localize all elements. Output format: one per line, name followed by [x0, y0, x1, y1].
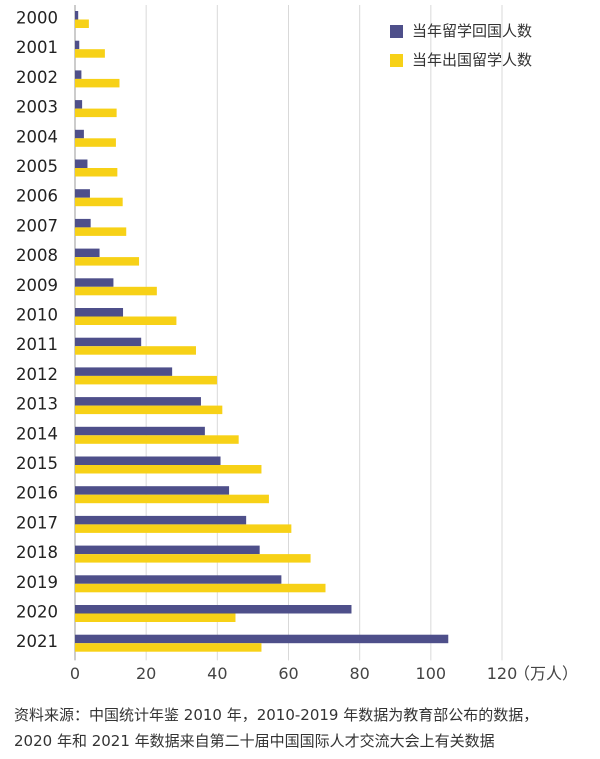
bar-returnees	[75, 218, 91, 228]
bar-returnees	[75, 11, 79, 20]
y-category-label: 2013	[16, 395, 58, 414]
y-category-label: 2003	[16, 98, 58, 117]
bar-outbound	[75, 316, 177, 325]
bar-outbound	[75, 494, 269, 504]
legend-swatch	[390, 54, 403, 67]
bar-outbound	[75, 227, 127, 236]
bar-outbound	[75, 405, 223, 415]
bar-outbound	[75, 257, 140, 266]
bar-outbound	[75, 465, 262, 474]
x-tick-label: 20	[136, 664, 156, 683]
y-category-label: 2017	[16, 513, 58, 532]
y-category-label: 2012	[16, 365, 58, 384]
bar-returnees	[75, 634, 449, 644]
y-category-label: 2007	[16, 216, 58, 235]
bar-outbound	[75, 554, 311, 563]
grid-lines	[74, 5, 503, 661]
bar-outbound	[75, 286, 157, 296]
x-tick-label: 120	[487, 664, 518, 683]
legend-label: 当年出国留学人数	[412, 51, 532, 69]
y-category-label: 2020	[16, 603, 58, 622]
bar-outbound	[75, 583, 326, 593]
x-tick-label: 40	[207, 664, 227, 683]
bar-outbound	[75, 524, 292, 533]
bars	[75, 11, 449, 652]
bar-outbound	[75, 643, 262, 652]
bar-outbound	[75, 346, 196, 355]
bar-returnees	[75, 129, 84, 139]
bar-outbound	[75, 197, 123, 207]
bar-outbound	[75, 78, 120, 88]
x-axis-labels: 0 20 40 60 80 100 120（万人）	[70, 664, 578, 683]
bar-returnees	[75, 70, 82, 79]
x-tick-label: 80	[349, 664, 369, 683]
y-category-label: 2008	[16, 246, 58, 265]
bar-outbound	[75, 108, 117, 118]
y-category-label: 2000	[16, 9, 58, 28]
bar-outbound	[75, 435, 239, 444]
y-category-label: 2005	[16, 157, 58, 176]
y-category-label: 2016	[16, 484, 58, 503]
bar-outbound	[75, 375, 217, 385]
bar-returnees	[75, 40, 80, 50]
bar-returnees	[75, 189, 90, 198]
bar-returnees	[75, 515, 247, 525]
y-axis-labels: 2000 2001 2002 2003 2004 2005 2006 2007 2008 2009…	[16, 9, 58, 652]
x-unit-label: （万人）	[514, 664, 578, 683]
source-note-line-2: 2020 年和 2021 年数据来自第二十届中国国际人才交流大会上有关数据	[14, 732, 495, 750]
bar-outbound	[75, 168, 118, 177]
bar-returnees	[75, 575, 282, 584]
bar-returnees	[75, 397, 201, 406]
bar-outbound	[75, 19, 89, 28]
bar-returnees	[75, 337, 142, 347]
source-note-line-1: 资料来源：中国统计年鉴 2010 年，2010-2019 年数据为教育部公布的数…	[14, 706, 539, 724]
bar-returnees	[75, 159, 88, 168]
y-category-label: 2009	[16, 276, 58, 295]
y-category-label: 2001	[16, 38, 58, 57]
y-category-label: 2002	[16, 68, 58, 87]
x-tick-label: 100	[416, 664, 447, 683]
x-tick-label: 60	[278, 664, 298, 683]
bar-returnees	[75, 308, 124, 317]
y-category-label: 2019	[16, 573, 58, 592]
bar-returnees	[75, 545, 260, 555]
bar-returnees	[75, 426, 205, 436]
y-category-label: 2006	[16, 187, 58, 206]
x-tick-label: 0	[70, 664, 80, 683]
legend-swatch	[390, 25, 403, 38]
bar-outbound	[75, 138, 116, 147]
bar-returnees	[75, 278, 114, 287]
source-note: 资料来源：中国统计年鉴 2010 年，2010-2019 年数据为教育部公布的数…	[14, 702, 594, 754]
bar-returnees	[75, 367, 173, 376]
y-category-label: 2014	[16, 424, 58, 443]
bar-returnees	[75, 100, 83, 109]
y-category-label: 2011	[16, 335, 58, 354]
bar-returnees	[75, 456, 221, 465]
bar-chart: 2000 2001 2002 2003 2004 2005 2006 2007 2008 2009…	[16, 5, 578, 683]
bar-outbound	[75, 613, 236, 622]
y-category-label: 2015	[16, 454, 58, 473]
bar-returnees	[75, 486, 230, 495]
legend-label: 当年留学回国人数	[412, 22, 532, 40]
y-category-label: 2004	[16, 127, 58, 146]
bar-returnees	[75, 248, 100, 258]
y-category-label: 2010	[16, 306, 58, 325]
y-category-label: 2018	[16, 543, 58, 562]
bar-outbound	[75, 49, 105, 58]
bar-returnees	[75, 605, 352, 614]
y-category-label: 2021	[16, 632, 58, 651]
